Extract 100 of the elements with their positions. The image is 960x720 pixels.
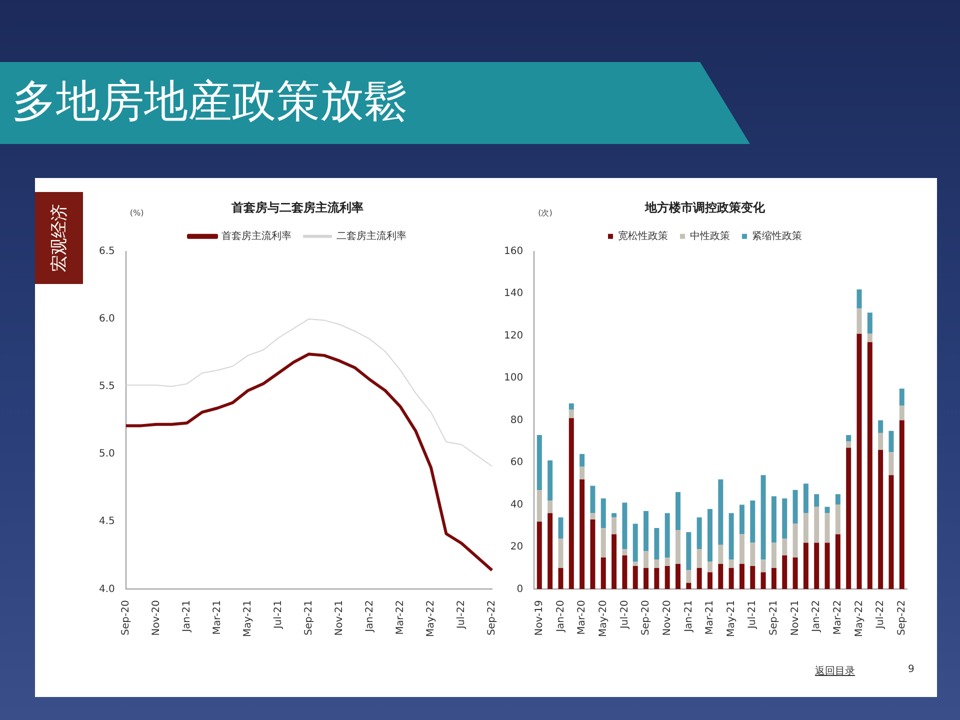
bar	[739, 564, 744, 590]
bar	[664, 513, 670, 558]
bar	[654, 528, 660, 560]
x-tick-label: Nov-21	[334, 600, 346, 636]
bar	[664, 558, 670, 566]
x-tick-label: Nov-20	[662, 600, 673, 636]
bar	[803, 513, 808, 543]
bar	[856, 334, 862, 590]
bar	[580, 454, 585, 467]
y-tick-label: 120	[504, 330, 524, 342]
chart-title: 地方楼市调控政策变化	[644, 200, 766, 214]
bar	[814, 542, 820, 590]
bar	[803, 484, 808, 514]
bar	[835, 504, 840, 534]
bar	[888, 452, 894, 476]
bar	[835, 534, 840, 590]
x-tick-label: May-22	[854, 600, 865, 638]
bar	[739, 504, 744, 534]
y-tick-label: 160	[504, 246, 524, 257]
legend-label: 宽松性政策	[618, 230, 668, 242]
bar	[612, 517, 617, 534]
bar	[580, 479, 585, 590]
y-tick-label: 5.0	[98, 448, 115, 460]
bar	[558, 568, 564, 590]
x-tick-label: Mar-20	[576, 600, 588, 635]
bar	[718, 479, 724, 545]
bar	[708, 508, 712, 562]
bar	[739, 534, 744, 564]
bar	[867, 312, 872, 334]
bar	[664, 566, 670, 590]
bar	[718, 544, 724, 564]
y-tick-label: 4.5	[98, 516, 115, 528]
y-tick-label: 40	[510, 499, 524, 510]
x-tick-label: Mar-21	[212, 600, 224, 635]
bar	[644, 568, 649, 590]
bar	[878, 432, 884, 450]
bar	[824, 513, 830, 543]
bar	[676, 564, 680, 590]
bar	[824, 506, 830, 514]
bar	[590, 486, 596, 514]
chart-title: 首套房与二套房主流利率	[230, 200, 364, 214]
y-tick-label: 5.5	[98, 381, 115, 392]
bar	[548, 513, 553, 590]
bar	[632, 562, 638, 566]
bar	[824, 542, 830, 590]
bar	[644, 551, 649, 568]
y-tick-label: 4.0	[98, 584, 115, 595]
bar	[600, 498, 606, 528]
x-tick-label: Jan-20	[555, 600, 566, 633]
bar	[654, 568, 660, 590]
bar	[622, 549, 628, 556]
x-tick-label: Nov-19	[534, 600, 546, 636]
x-tick-label: May-20	[598, 600, 609, 638]
bar	[644, 511, 649, 552]
bar	[686, 570, 692, 583]
bar	[728, 560, 734, 568]
x-tick-label: Sep-21	[304, 600, 315, 636]
bar	[750, 542, 756, 566]
text: 返回目录	[815, 664, 855, 678]
bar	[696, 568, 702, 590]
x-tick-label: Sep-21	[768, 600, 780, 636]
bar	[771, 542, 776, 568]
x-tick-label: Jan-21	[182, 600, 193, 633]
y-tick-label: 80	[510, 414, 524, 426]
bar	[846, 435, 852, 442]
bar	[782, 498, 788, 539]
y-tick-label: 140	[504, 288, 524, 300]
x-tick-label: Jan-22	[811, 600, 822, 633]
bar	[580, 466, 585, 480]
bar	[771, 496, 776, 543]
bar	[568, 403, 574, 410]
legend-label: 二套房主流利率	[336, 230, 406, 242]
bar	[536, 490, 542, 522]
y-tick-label: 0	[516, 584, 524, 595]
bar	[750, 566, 756, 590]
bar	[803, 542, 808, 590]
bar	[814, 506, 820, 543]
bar	[782, 555, 788, 590]
bar	[632, 566, 638, 590]
bar	[846, 441, 852, 448]
y-tick-label: 60	[510, 457, 524, 468]
bar	[856, 289, 862, 308]
bar	[760, 572, 766, 590]
y-tick-label: 6.0	[98, 314, 115, 325]
x-tick-label: Jul-22	[456, 600, 468, 630]
bar	[676, 530, 680, 564]
bar	[622, 502, 628, 550]
y-tick-label: 6.5	[98, 246, 115, 257]
x-tick-label: Jul-21	[273, 600, 284, 630]
legend-label: 中性政策	[690, 230, 730, 242]
bar	[878, 420, 884, 433]
bar	[899, 420, 904, 590]
legend-label: 首套房主流利率	[222, 230, 292, 242]
text: 9	[908, 664, 914, 675]
bar	[792, 490, 798, 524]
y-axis-title: (次)	[538, 208, 552, 218]
x-tick-label: Sep-20	[120, 600, 132, 636]
bar	[686, 582, 692, 590]
bar	[632, 524, 638, 562]
bar	[612, 534, 617, 590]
